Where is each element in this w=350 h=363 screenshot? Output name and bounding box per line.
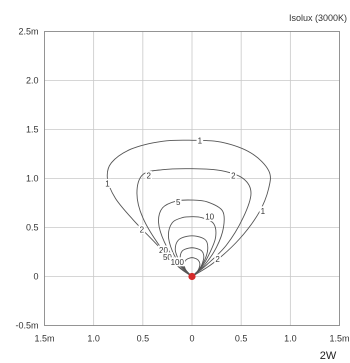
contour-label-1: 1 <box>198 136 203 145</box>
y-tick-label: 0.5 <box>26 223 39 233</box>
contour-label-bg <box>157 245 170 255</box>
contour-label-10: 10 <box>205 213 214 222</box>
contour-5 <box>158 199 225 277</box>
y-tick-label: 0 <box>33 272 38 282</box>
contour-label-bg <box>214 254 221 264</box>
contour-label-2: 2 <box>215 255 220 264</box>
contour-layer <box>106 139 271 277</box>
plot-frame <box>44 31 340 326</box>
contour-label-bg <box>169 257 186 267</box>
y-tick-label: 2.5m <box>18 27 38 37</box>
x-tick-label: 1.0 <box>284 334 297 344</box>
y-tick-label: 1.0 <box>26 174 39 184</box>
contour-label-2: 2 <box>147 172 152 181</box>
contour-label-bg <box>161 252 174 262</box>
contour-label-100: 100 <box>171 258 185 267</box>
contour-100 <box>183 257 201 277</box>
y-tick-label: 2.0 <box>26 76 39 86</box>
chart-title: Isolux (3000K) <box>289 13 347 23</box>
contour-label-bg <box>204 212 216 222</box>
light-source-marker <box>188 272 196 281</box>
contour-label-5: 5 <box>176 198 181 207</box>
contour-2 <box>136 168 252 277</box>
contour-label-bg <box>259 206 267 216</box>
contour-1 <box>106 139 271 277</box>
x-tick-label: 0 <box>189 334 194 344</box>
grid <box>44 31 340 326</box>
contour-label-bg <box>230 171 237 181</box>
contour-label-1: 1 <box>105 179 110 188</box>
y-tick-label: -0.5m <box>15 321 38 331</box>
contour-label-2: 2 <box>140 225 145 234</box>
x-tick-label: 0.5 <box>235 334 248 344</box>
contour-label-bg <box>174 197 182 207</box>
x-tick-label: 1.5m <box>34 334 54 344</box>
x-axis-ticks: 1.5m 1.0 0.5 0 0.5 1.0 1.5m <box>34 334 349 344</box>
x-tick-label: 1.5m <box>329 334 349 344</box>
y-axis-ticks: -0.5m 0 0.5 1.0 1.5 2.0 2.5m <box>15 27 38 331</box>
contour-label-bg <box>138 224 146 234</box>
contour-label-20: 20 <box>159 246 168 255</box>
x-tick-label: 1.0 <box>87 334 100 344</box>
power-label: 2W <box>320 350 337 362</box>
y-tick-label: 1.5 <box>26 125 39 135</box>
contour-label-2: 2 <box>231 172 236 181</box>
contour-label-bg <box>196 135 204 145</box>
contour-label-bg <box>145 171 153 181</box>
contour-label-50: 50 <box>163 253 172 262</box>
contour-label-1: 1 <box>261 207 266 216</box>
contour-10 <box>167 216 217 277</box>
x-tick-label: 0.5 <box>137 334 150 344</box>
contour-label-bg <box>104 178 111 188</box>
